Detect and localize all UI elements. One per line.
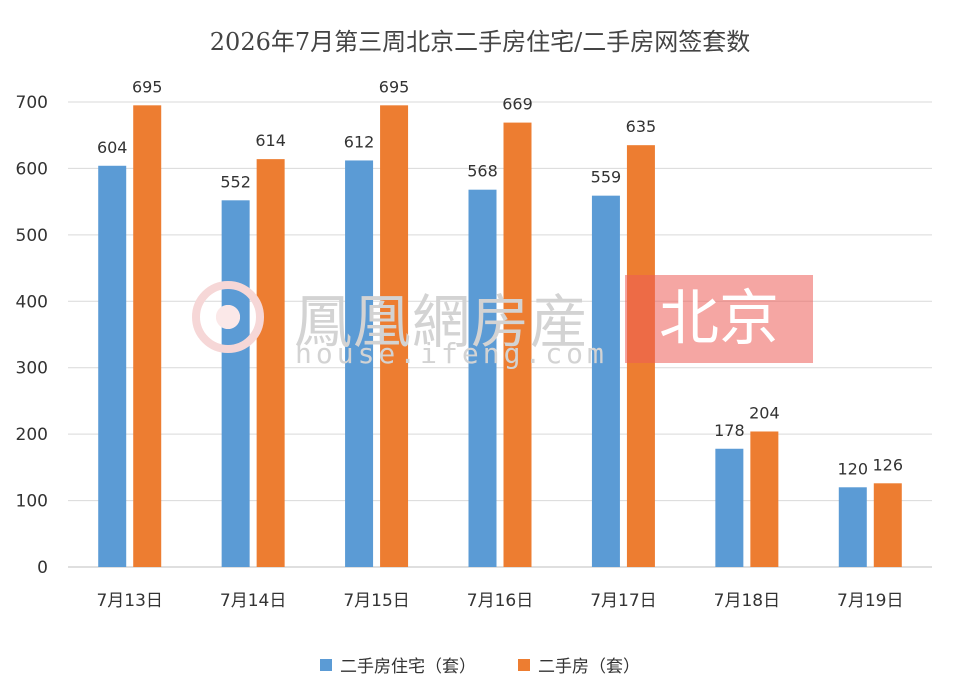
legend-label-residential: 二手房住宅（套） xyxy=(340,657,476,677)
bar-all xyxy=(626,145,655,567)
bars xyxy=(98,105,902,568)
bar-residential xyxy=(591,195,620,567)
data-label-residential: 612 xyxy=(344,132,375,151)
data-label-residential: 552 xyxy=(220,172,251,191)
y-tick-label: 600 xyxy=(16,159,48,179)
x-tick-label: 7月19日 xyxy=(837,591,903,611)
x-tick-label: 7月15日 xyxy=(343,591,409,611)
x-tick-label: 7月17日 xyxy=(590,591,656,611)
y-tick-label: 400 xyxy=(16,292,48,312)
bar-all xyxy=(133,105,162,568)
bar-all xyxy=(873,483,902,567)
grid-lines xyxy=(68,101,932,568)
bar-residential xyxy=(468,189,497,567)
x-tick-label: 7月18日 xyxy=(714,591,780,611)
data-label-all: 695 xyxy=(132,77,163,96)
y-tick-label: 0 xyxy=(37,558,48,578)
x-tick-label: 7月14日 xyxy=(220,591,286,611)
legend-item-residential: 二手房住宅（套） xyxy=(320,652,476,677)
data-label-all: 204 xyxy=(749,403,780,422)
data-label-residential: 604 xyxy=(97,138,128,157)
y-tick-label: 100 xyxy=(16,492,48,512)
x-tick-label: 7月16日 xyxy=(467,591,533,611)
data-label-all: 695 xyxy=(379,77,410,96)
x-tick-label: 7月13日 xyxy=(96,591,162,611)
data-label-all: 669 xyxy=(502,95,533,114)
data-label-all: 635 xyxy=(626,117,657,136)
data-label-residential: 559 xyxy=(591,168,622,187)
bar-residential xyxy=(221,200,250,568)
legend-item-all: 二手房（套） xyxy=(518,652,640,677)
bar-all xyxy=(380,105,409,568)
x-axis: 7月13日 7月14日 7月15日 7月16日 7月17日 7月18日 7月19日 xyxy=(96,591,903,611)
bar-residential xyxy=(98,165,127,567)
data-label-all: 126 xyxy=(873,455,904,474)
legend-swatch-residential xyxy=(320,658,332,671)
legend-label-all: 二手房（套） xyxy=(538,657,640,677)
bar-residential xyxy=(838,487,867,567)
bar-all xyxy=(503,122,532,567)
legend-swatch-all xyxy=(518,658,530,671)
legend: 二手房住宅（套） 二手房（套） xyxy=(0,652,960,677)
chart-title: 2026年7月第三周北京二手房住宅/二手房网签套数 xyxy=(209,28,751,56)
y-tick-label: 300 xyxy=(16,359,48,379)
y-axis: 0 100 200 300 400 500 600 700 xyxy=(16,93,48,578)
bar-all xyxy=(750,431,779,567)
data-label-residential: 178 xyxy=(714,421,745,440)
bar-residential xyxy=(345,160,374,567)
data-label-all: 614 xyxy=(255,131,286,150)
bar-residential xyxy=(715,448,744,567)
bar-all xyxy=(256,159,285,567)
y-tick-label: 500 xyxy=(16,226,48,246)
data-label-residential: 120 xyxy=(838,459,869,478)
y-tick-label: 700 xyxy=(16,93,48,113)
y-tick-label: 200 xyxy=(16,425,48,445)
data-label-residential: 568 xyxy=(467,162,498,181)
